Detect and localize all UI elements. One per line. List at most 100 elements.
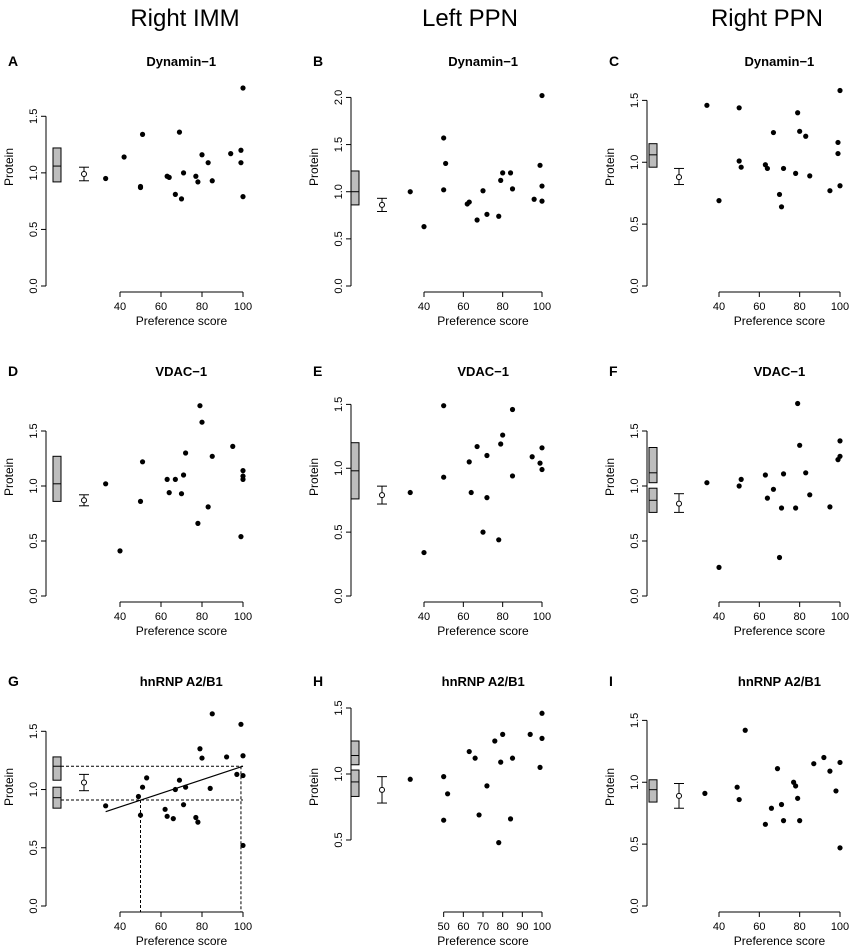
data-point bbox=[443, 160, 449, 167]
data-point bbox=[484, 211, 490, 217]
y-axis-title: Protein bbox=[307, 768, 321, 806]
data-point bbox=[480, 529, 486, 535]
y-tick-label: 1.0 bbox=[333, 461, 345, 476]
data-point bbox=[240, 842, 246, 849]
data-point bbox=[224, 754, 230, 760]
data-point bbox=[178, 196, 185, 202]
x-axis-title: Preference score bbox=[734, 934, 826, 948]
data-point bbox=[509, 755, 516, 761]
data-point bbox=[466, 459, 472, 465]
data-point bbox=[539, 198, 545, 204]
distribution-box bbox=[648, 143, 658, 168]
x-tick-label: 100 bbox=[533, 301, 551, 313]
y-tick-label: 1.5 bbox=[28, 423, 40, 438]
data-point bbox=[835, 139, 841, 146]
ci-mean-point bbox=[676, 500, 682, 507]
data-point bbox=[139, 784, 146, 790]
y-tick-label: 1.5 bbox=[629, 423, 641, 438]
y-tick-label: 1.0 bbox=[333, 184, 345, 199]
data-point bbox=[240, 85, 246, 91]
data-point bbox=[474, 217, 480, 223]
data-point bbox=[209, 453, 215, 459]
data-point bbox=[209, 711, 215, 717]
y-axis-title: Protein bbox=[603, 768, 617, 806]
ci-mean-point bbox=[81, 497, 87, 504]
data-point bbox=[793, 783, 799, 789]
panel-f: F VDAC−1 0.0 0.5 1.0 1.5 Protein 40 60 80 100 Prefe… bbox=[603, 363, 849, 638]
y-tick-label: 1.0 bbox=[28, 478, 40, 493]
panel-title: VDAC−1 bbox=[754, 364, 806, 379]
data-point bbox=[421, 549, 427, 556]
data-point bbox=[441, 817, 447, 823]
data-point bbox=[166, 174, 172, 180]
data-point bbox=[199, 419, 205, 425]
data-point bbox=[180, 170, 187, 176]
data-point bbox=[164, 813, 170, 819]
x-tick-label: 80 bbox=[497, 611, 509, 623]
data-point bbox=[207, 785, 213, 791]
data-point bbox=[166, 490, 172, 496]
y-tick-label: 0.0 bbox=[28, 898, 40, 913]
y-tick-label: 0.0 bbox=[28, 278, 40, 293]
panel-letter: G bbox=[8, 673, 19, 689]
data-point bbox=[238, 721, 244, 727]
x-tick-label: 80 bbox=[196, 301, 208, 313]
data-point bbox=[797, 818, 803, 824]
panel-title: Dynamin−1 bbox=[745, 54, 815, 69]
data-point bbox=[199, 152, 205, 158]
data-point bbox=[492, 738, 498, 744]
x-tick-label: 80 bbox=[196, 611, 208, 623]
data-point bbox=[498, 177, 504, 183]
panel-letter: F bbox=[609, 363, 618, 379]
data-point bbox=[780, 165, 787, 172]
data-point bbox=[764, 495, 771, 501]
data-point bbox=[835, 150, 841, 157]
data-point bbox=[472, 755, 478, 761]
data-point bbox=[476, 812, 482, 818]
data-point bbox=[407, 776, 413, 782]
data-point bbox=[180, 802, 187, 808]
panel-c: C Dynamin−1 0.0 0.5 1.0 1.5 Protein 40 60 80 100 Pr… bbox=[603, 53, 849, 328]
data-point bbox=[837, 759, 843, 766]
y-tick-label: 1.5 bbox=[333, 700, 345, 715]
data-point bbox=[421, 224, 427, 230]
x-tick-label: 40 bbox=[713, 611, 725, 623]
panels: A Dynamin−1 0.0 0.5 1.0 1.5 Protein 40 60 80 100 Pr… bbox=[2, 53, 849, 948]
data-point bbox=[827, 768, 833, 774]
data-point bbox=[500, 731, 506, 738]
data-point bbox=[734, 784, 740, 790]
x-axis-title: Preference score bbox=[136, 314, 228, 328]
distribution-box bbox=[52, 455, 62, 502]
data-point bbox=[183, 784, 189, 790]
data-point bbox=[509, 406, 516, 413]
data-point bbox=[797, 128, 803, 134]
data-point bbox=[539, 735, 545, 741]
data-point bbox=[742, 727, 748, 733]
x-tick-label: 40 bbox=[114, 921, 126, 933]
data-point bbox=[837, 87, 843, 94]
data-point bbox=[172, 191, 178, 197]
y-tick-label: 1.5 bbox=[333, 137, 345, 152]
panel-letter: H bbox=[313, 673, 323, 689]
data-point bbox=[178, 491, 185, 497]
data-point bbox=[797, 442, 803, 448]
y-tick-label: 0.0 bbox=[629, 278, 641, 293]
data-point bbox=[716, 198, 722, 204]
data-point bbox=[176, 129, 183, 135]
x-tick-label: 40 bbox=[713, 921, 725, 933]
distribution-box bbox=[52, 147, 62, 183]
x-axis-title: Preference score bbox=[437, 624, 529, 638]
data-point bbox=[837, 183, 843, 189]
panel-title: Dynamin−1 bbox=[448, 54, 518, 69]
y-axis-title: Protein bbox=[603, 458, 617, 496]
y-tick-label: 1.0 bbox=[629, 478, 641, 493]
data-point bbox=[234, 771, 240, 777]
data-point bbox=[193, 814, 199, 821]
panel-letter: E bbox=[313, 363, 322, 379]
data-point bbox=[176, 777, 183, 783]
data-point bbox=[195, 179, 201, 185]
data-point bbox=[837, 845, 843, 851]
data-point bbox=[240, 772, 246, 779]
